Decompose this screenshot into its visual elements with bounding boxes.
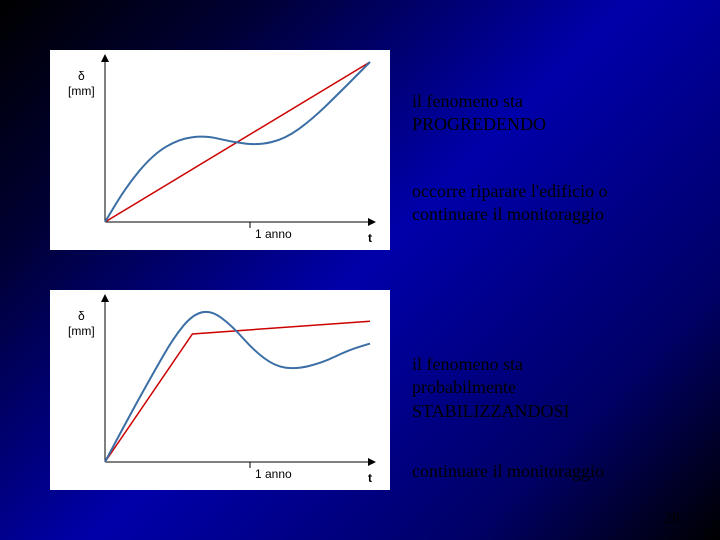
text-stabilizing-title: il fenomeno sta probabilmente STABILIZZA… bbox=[412, 353, 570, 423]
chart2-axes bbox=[101, 294, 376, 468]
chart-progressing: δ [mm] 1 anno t bbox=[50, 50, 390, 250]
text3-line2: probabilmente bbox=[412, 376, 570, 399]
chart2-ylabel-mm: [mm] bbox=[68, 324, 95, 338]
chart2-blue-curve bbox=[105, 312, 370, 462]
text-stabilizing-action: continuare il monitoraggio bbox=[412, 460, 604, 483]
chart1-xlabel-anno: 1 anno bbox=[255, 227, 292, 241]
text-progressing-title: il fenomeno sta PROGREDENDO bbox=[412, 90, 546, 137]
chart-stabilizing: δ [mm] 1 anno t bbox=[50, 290, 390, 490]
chart1-svg: δ [mm] 1 anno t bbox=[50, 50, 390, 250]
chart2-xlabel-t: t bbox=[368, 471, 372, 485]
text-progressing-action: occorre riparare l'edificio o continuare… bbox=[412, 180, 608, 227]
text3-line1: il fenomeno sta bbox=[412, 353, 570, 376]
chart1-ylabel-delta: δ bbox=[78, 69, 85, 83]
text1-line1: il fenomeno sta bbox=[412, 90, 546, 113]
chart2-red-line bbox=[105, 321, 370, 462]
page-number: 28 bbox=[664, 510, 680, 528]
chart2-svg: δ [mm] 1 anno t bbox=[50, 290, 390, 490]
text4-line1: continuare il monitoraggio bbox=[412, 460, 604, 483]
chart1-ylabel-mm: [mm] bbox=[68, 84, 95, 98]
chart1-xlabel-t: t bbox=[368, 231, 372, 245]
chart2-ylabel-delta: δ bbox=[78, 309, 85, 323]
text1-line2: PROGREDENDO bbox=[412, 113, 546, 136]
chart2-xlabel-anno: 1 anno bbox=[255, 467, 292, 481]
text3-line3: STABILIZZANDOSI bbox=[412, 400, 570, 423]
text2-line1: occorre riparare l'edificio o bbox=[412, 180, 608, 203]
text2-line2: continuare il monitoraggio bbox=[412, 203, 608, 226]
